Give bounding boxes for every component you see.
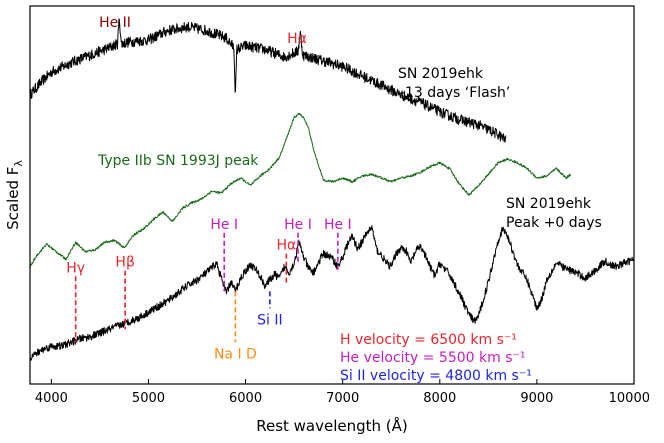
series-layer (29, 18, 635, 361)
x-tick-label-0: 4000 (35, 391, 68, 406)
flash-spectrum-label-line1: SN 2019ehk (398, 66, 484, 82)
series-line-1 (29, 112, 572, 268)
series-1 (29, 112, 572, 268)
halpha-flash-label: Hα (287, 31, 307, 47)
line-marker-label-4: Si II (257, 312, 282, 328)
x-tick-label-2: 6000 (229, 391, 262, 406)
h-velocity-label: H velocity = 6500 km s⁻¹ (340, 332, 517, 348)
line-marker-layer: Hγ Hβ He I Na I D Si II Hα He I He I (66, 217, 351, 363)
y-axis-title-main: Scaled F (4, 167, 22, 230)
line-marker-label-0: Hγ (66, 260, 85, 276)
series-2 (29, 225, 635, 361)
peak-spectrum-label-line1: SN 2019ehk (506, 196, 592, 212)
peak-spectrum-label-line2: Peak +0 days (506, 215, 602, 231)
line-marker-label-1: Hβ (115, 255, 134, 271)
line-marker-label-7: He I (324, 217, 352, 233)
y-axis-title: Scaled Fλ (4, 160, 25, 230)
x-tick-label-1: 5000 (132, 391, 165, 406)
svg-text:Scaled Fλ: Scaled Fλ (4, 160, 25, 230)
y-axis-title-subscript: λ (12, 160, 25, 167)
line-marker-label-6: He I (284, 217, 312, 233)
series-0 (29, 18, 507, 143)
x-tick-label-6: 10000 (609, 391, 650, 406)
si-velocity-label: Si II velocity = 4800 km s⁻¹ (340, 368, 532, 384)
x-tick-label-4: 8000 (423, 391, 456, 406)
he2-flash-label: He II (99, 15, 131, 31)
series-line-0 (29, 18, 507, 143)
x-axis-title: Rest wavelength (Å) (256, 416, 408, 435)
x-tick-layer: 4000 5000 6000 7000 8000 9000 10000 (35, 379, 650, 406)
line-marker-label-3: Na I D (214, 346, 257, 362)
he-velocity-label: He velocity = 5500 km s⁻¹ (340, 350, 526, 366)
series-line-2 (29, 225, 635, 361)
x-tick-label-3: 7000 (326, 391, 359, 406)
sn1993j-label: Type IIb SN 1993J peak (97, 153, 259, 169)
x-tick-label-5: 9000 (520, 391, 553, 406)
line-marker-label-5: Hα (276, 238, 296, 254)
flash-spectrum-label-line2: –13 days ‘Flash’ (398, 85, 510, 101)
plot-frame (29, 5, 635, 385)
line-marker-label-2: He I (210, 217, 238, 233)
